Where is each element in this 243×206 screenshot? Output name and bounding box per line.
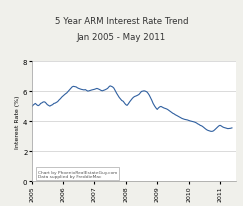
Text: Jan 2005 - May 2011: Jan 2005 - May 2011 [77,33,166,42]
Y-axis label: Interest Rate (%): Interest Rate (%) [15,95,20,148]
Text: Chart by PhoenixRealEstateGuy.com
Data supplied by FreddieMac: Chart by PhoenixRealEstateGuy.com Data s… [38,170,117,178]
Text: 5 Year ARM Interest Rate Trend: 5 Year ARM Interest Rate Trend [55,16,188,25]
